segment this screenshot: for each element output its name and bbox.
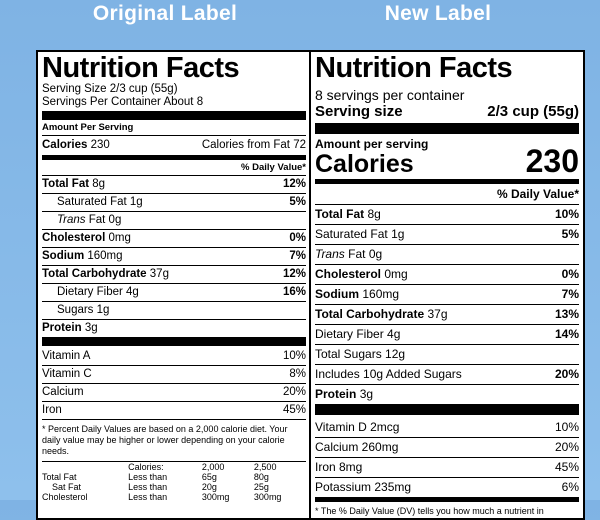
nutrient-row-added-sugars: Includes 10g Added Sugars 20% <box>315 364 579 384</box>
serving-size: Serving size 2/3 cup (55g) <box>315 103 579 120</box>
nutrient-row-cholesterol: Cholesterol 0mg 0% <box>42 229 306 247</box>
nutrition-facts-title: Nutrition Facts <box>42 52 240 84</box>
amount-per-serving: Amount per serving <box>315 137 429 151</box>
nutrient-row-dietary-fiber: Dietary Fiber 4g 14% <box>315 324 579 344</box>
nutrient-row-cholesterol: Cholesterol 0mg 0% <box>315 264 579 284</box>
nutrient-row-total-carbohydrate: Total Carbohydrate 37g 12% <box>42 265 306 283</box>
divider <box>42 111 306 120</box>
serving-size: Serving Size 2/3 cup (55g) <box>42 83 178 95</box>
vitamin-row: Iron 8mg 45% <box>315 457 579 477</box>
vitamin-row: Iron 45% <box>42 401 306 419</box>
vitamin-row: Vitamin C 8% <box>42 365 306 383</box>
nutrient-row-total-fat: Total Fat 8g 10% <box>315 204 579 224</box>
nutrient-row-total-carbohydrate: Total Carbohydrate 37g 13% <box>315 304 579 324</box>
new-label-heading: New Label <box>384 2 492 25</box>
original-label-heading: Original Label <box>92 2 238 25</box>
divider <box>315 404 579 415</box>
vitamin-row: Potassium 235mg 6% <box>315 477 579 497</box>
nutrition-facts-title: Nutrition Facts <box>315 52 513 84</box>
nutrient-row-trans-fat: Trans Fat 0g <box>42 211 306 229</box>
nutrient-row-saturated-fat: Saturated Fat 1g 5% <box>42 193 306 211</box>
daily-value-header: % Daily Value* <box>496 187 579 201</box>
nutrient-row-protein: Protein 3g <box>42 319 306 337</box>
servings-per-container: Servings Per Container About 8 <box>42 96 204 108</box>
nutrient-row-total-fat: Total Fat 8g 12% <box>42 175 306 193</box>
divider <box>42 155 306 160</box>
new-nutrition-label: Nutrition Facts 8 servings per container… <box>309 50 585 520</box>
daily-values-table: Calories: 2,000 2,500 Total Fat Less than 65… <box>42 461 306 502</box>
nutrient-row-sugars: Sugars 1g <box>42 301 306 319</box>
nutrient-row-trans-fat: Trans Fat 0g <box>315 244 579 264</box>
vitamin-row: Calcium 20% <box>42 383 306 401</box>
vitamin-row: Calcium 260mg 20% <box>315 437 579 457</box>
nutrient-row-saturated-fat: Saturated Fat 1g 5% <box>315 224 579 244</box>
amount-per-serving: Amount Per Serving <box>42 122 134 133</box>
vitamin-row: Vitamin A 10% <box>42 350 306 362</box>
original-nutrition-label: Nutrition Facts Serving Size 2/3 cup (55… <box>36 50 312 520</box>
footnote: * The % Daily Value (DV) tells you how m… <box>315 506 544 516</box>
vitamin-row: Vitamin D 2mcg 10% <box>315 420 579 434</box>
servings-per-container: 8 servings per container <box>315 87 465 103</box>
daily-value-header: % Daily Value* <box>241 162 306 173</box>
calories-label: Calories <box>315 150 414 178</box>
divider <box>315 179 579 184</box>
calories-value: 230 <box>525 143 579 179</box>
calories-label: Calories <box>42 139 88 151</box>
nutrient-row-dietary-fiber: Dietary Fiber 4g 16% <box>42 283 306 301</box>
calories-value: 230 <box>90 139 110 151</box>
divider <box>42 337 306 346</box>
calories-row: Calories 230 Calories from Fat 72 <box>42 135 306 155</box>
calories-from-fat: Calories from Fat 72 <box>201 139 306 151</box>
footnote: * Percent Daily Values are based on a 2,… <box>42 424 288 456</box>
divider <box>42 419 306 420</box>
divider <box>315 123 579 134</box>
calories-block: Amount per serving Calories 230 <box>315 134 579 179</box>
nutrient-row-sodium: Sodium 160mg 7% <box>315 284 579 304</box>
nutrient-row-total-sugars: Total Sugars 12g <box>315 344 579 364</box>
nutrient-row-sodium: Sodium 160mg 7% <box>42 247 306 265</box>
nutrient-row-protein: Protein 3g <box>315 384 579 404</box>
